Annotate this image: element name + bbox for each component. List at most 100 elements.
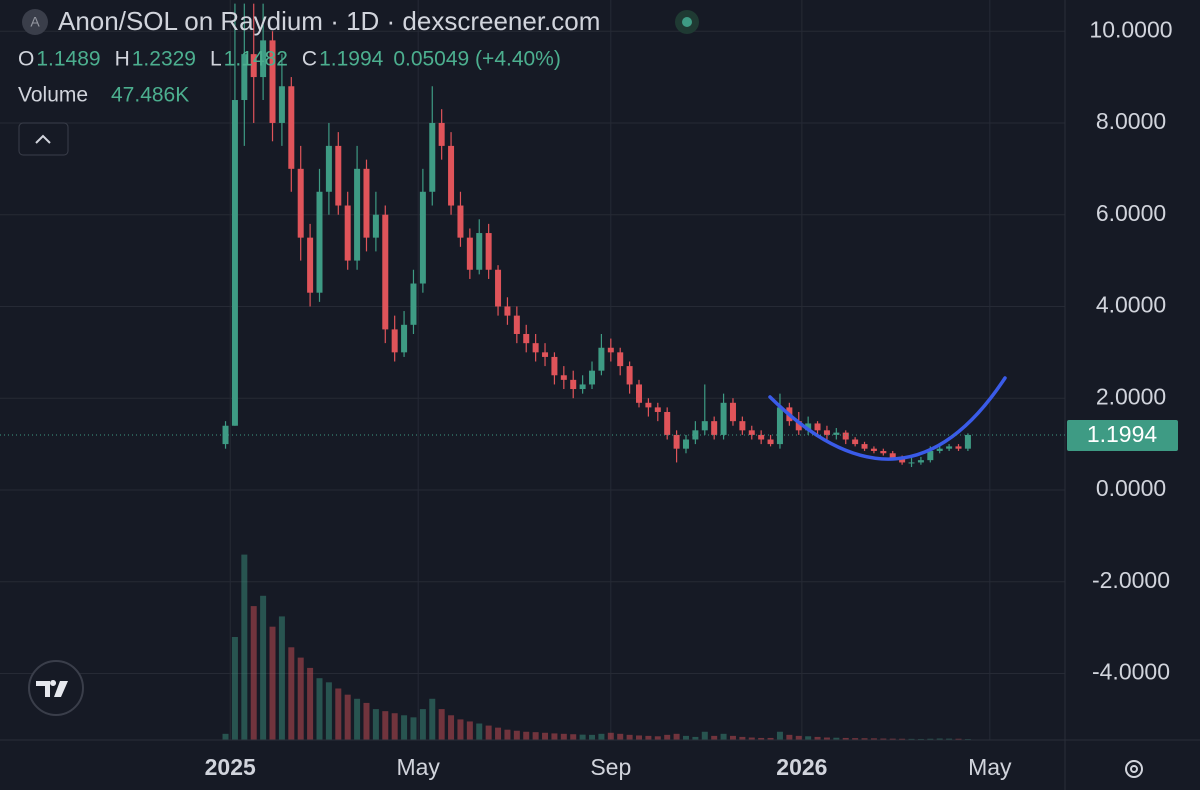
volume-bar bbox=[842, 737, 849, 740]
ohlc-value: 1.1994 bbox=[319, 48, 384, 71]
settings-icon[interactable] bbox=[1125, 760, 1143, 778]
candle-body bbox=[457, 205, 464, 238]
candle-body bbox=[551, 356, 558, 376]
candle-body bbox=[927, 450, 934, 461]
volume-bar bbox=[899, 738, 906, 740]
candle-body bbox=[899, 457, 906, 463]
candle-body bbox=[354, 168, 361, 261]
candle-body bbox=[823, 430, 830, 435]
volume-bar bbox=[767, 737, 774, 740]
candle-body bbox=[692, 430, 699, 440]
volume-bar bbox=[927, 738, 934, 740]
volume-bar bbox=[579, 734, 586, 740]
volume-bar bbox=[936, 738, 943, 740]
volume-bar bbox=[495, 727, 502, 740]
candle-body bbox=[363, 168, 370, 238]
candle-body bbox=[288, 86, 295, 169]
x-tick-label: May bbox=[968, 754, 1012, 780]
ohlc-key: H bbox=[115, 48, 130, 71]
candle-body bbox=[814, 423, 821, 431]
volume-bar bbox=[692, 736, 699, 740]
candle-body bbox=[917, 460, 924, 463]
x-tick-label: May bbox=[396, 754, 440, 780]
candle-body bbox=[664, 411, 671, 435]
volume-bar bbox=[523, 731, 530, 740]
volume-bar bbox=[870, 738, 877, 740]
volume-bar bbox=[739, 736, 746, 740]
candle-body bbox=[880, 450, 887, 454]
volume-bar bbox=[748, 737, 755, 740]
candle-body bbox=[260, 40, 267, 78]
symbol-icon bbox=[22, 9, 48, 35]
volume-bar bbox=[316, 678, 323, 740]
volume-bar bbox=[852, 738, 859, 740]
candle-body bbox=[344, 205, 351, 261]
volume-bar bbox=[955, 738, 962, 740]
volume-bar bbox=[776, 731, 783, 740]
volume-bar bbox=[861, 738, 868, 740]
volume-bar bbox=[551, 733, 558, 740]
candle-body bbox=[438, 122, 445, 146]
candle-body bbox=[842, 432, 849, 440]
candle-body bbox=[513, 315, 520, 334]
candle-body bbox=[495, 269, 502, 307]
volume-bar bbox=[654, 736, 661, 740]
volume-label: Volume bbox=[18, 84, 88, 107]
last-price-label: 1.1994 bbox=[1087, 421, 1158, 447]
volume-bar bbox=[410, 717, 417, 740]
volume-bar bbox=[946, 738, 953, 740]
candle-body bbox=[607, 347, 614, 353]
volume-bar bbox=[607, 732, 614, 740]
collapse-button[interactable] bbox=[18, 122, 69, 156]
candle-body bbox=[748, 430, 755, 435]
tv-logo[interactable] bbox=[28, 660, 84, 716]
volume-bar bbox=[626, 734, 633, 740]
candle-body bbox=[964, 434, 971, 449]
drawn-curve bbox=[768, 376, 1007, 461]
y-tick-label: 2.0000 bbox=[1096, 383, 1166, 409]
volume-bar bbox=[307, 667, 314, 740]
candle-body bbox=[325, 145, 332, 192]
candle-body bbox=[504, 306, 511, 316]
candle-body bbox=[316, 191, 323, 293]
candle-body bbox=[636, 384, 642, 403]
volume-bar bbox=[917, 738, 924, 740]
candle-body bbox=[729, 402, 736, 422]
candle-body bbox=[936, 448, 943, 451]
volume-bar bbox=[701, 731, 708, 740]
volume-bar bbox=[682, 735, 689, 740]
volume-bar bbox=[222, 733, 229, 740]
volume-bar bbox=[645, 735, 652, 740]
candle-body bbox=[297, 168, 304, 238]
candle-body bbox=[466, 237, 473, 270]
candle-body bbox=[278, 86, 285, 123]
candle-body bbox=[542, 352, 549, 357]
candle-body bbox=[532, 343, 539, 353]
candle-body bbox=[579, 384, 586, 390]
volume-bar bbox=[344, 694, 351, 740]
ohlc-value: 1.1489 bbox=[36, 48, 100, 71]
y-tick-label: 8.0000 bbox=[1096, 108, 1166, 134]
candle-body bbox=[767, 439, 774, 445]
candle-body bbox=[391, 329, 398, 353]
candle-body bbox=[570, 379, 577, 390]
volume-bar bbox=[889, 738, 896, 740]
candle-body bbox=[231, 100, 238, 426]
volume-bar bbox=[720, 733, 727, 740]
volume-bar bbox=[363, 702, 370, 740]
volume-bar bbox=[278, 616, 285, 740]
volume-bar bbox=[598, 733, 605, 740]
grid bbox=[0, 0, 1065, 740]
candle-body bbox=[382, 214, 389, 330]
y-tick-label: 4.0000 bbox=[1096, 292, 1166, 318]
candle-body bbox=[805, 423, 812, 431]
candle-body bbox=[889, 453, 896, 458]
axes: -4.0000 -2.0000 0.0000 2.0000 4.0000 6.0000 8.… bbox=[0, 16, 1178, 780]
volume-bar bbox=[382, 711, 389, 740]
ohlc-legend: O 1.1489 H 1.2329 L 1.1482 C 1.1994 0.05049 (+4.… bbox=[18, 48, 561, 71]
volume-bar bbox=[560, 733, 567, 740]
ohlc-key: O bbox=[18, 48, 34, 71]
candle-body bbox=[776, 407, 783, 445]
